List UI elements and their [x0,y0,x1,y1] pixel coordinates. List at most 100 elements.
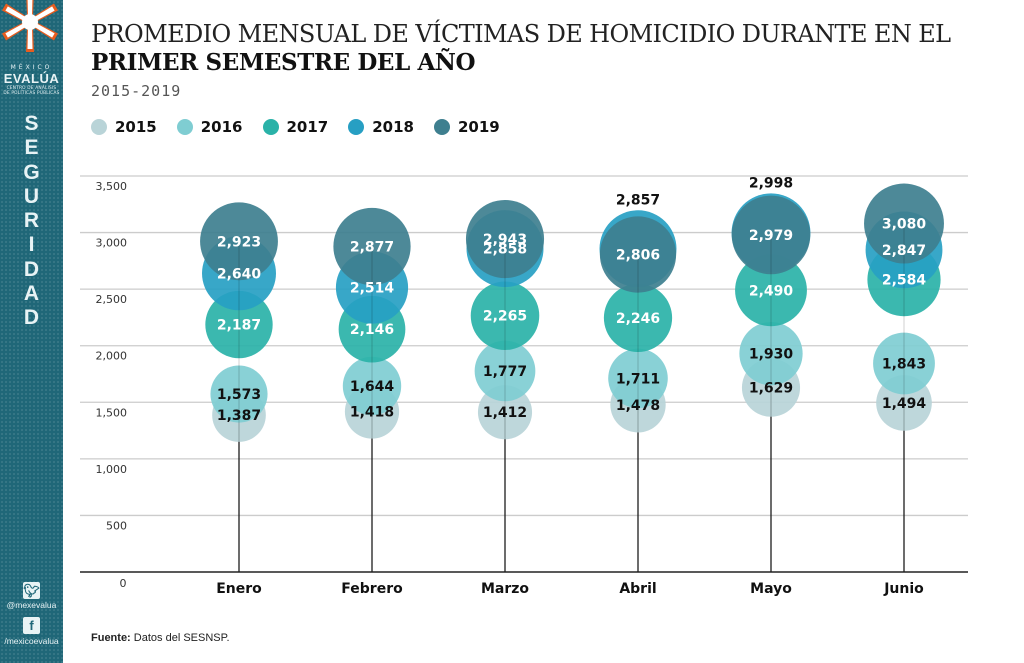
data-label: 2,877 [350,239,394,255]
legend-swatch [434,119,450,135]
y-tick-label: 1,500 [96,406,128,419]
logo-subtitle: CENTRO DE ANÁLISIS DE POLÍTICAS PÚBLICAS [0,86,63,96]
y-tick-label: 2,000 [96,350,128,363]
data-label: 2,490 [749,283,794,299]
bubble-2017-marzo [470,281,540,350]
chart-subtitle: 2015-2019 [91,82,182,100]
logo-evalua: EVALÚA [3,71,60,86]
y-tick-label: 3,000 [96,237,128,250]
source-label: Fuente: [91,632,131,644]
y-tick-label: 1,000 [96,463,128,476]
data-label: 1,930 [749,347,794,363]
y-tick-label: 500 [106,519,127,532]
data-label: 2,858 [483,242,527,258]
bubble-2019-junio [864,183,944,264]
sidebar: MÉXICO EVALÚA CENTRO DE ANÁLISIS DE POLÍ… [0,0,63,663]
legend-swatch [348,119,365,135]
bubble-2016-abril [608,348,668,409]
section-letter: S [24,112,39,135]
section-letter: R [23,209,40,233]
x-tick-label: Febrero [341,581,403,597]
facebook-handle[interactable]: /mexicoevalua [4,636,59,646]
x-tick-label: Mayo [750,581,792,597]
logo-subtitle-line1: CENTRO DE ANÁLISIS [6,86,57,91]
legend-item-2018: 2018 [348,118,414,136]
data-label: 2,246 [616,311,660,327]
x-tick-label: Junio [883,581,924,597]
x-tick-label: Enero [216,581,262,597]
data-label: 1,711 [616,371,660,387]
data-label: 2,640 [217,266,262,282]
bubble-2017-abril [603,283,673,353]
bubble-2015-marzo [477,385,533,440]
x-tick-label: Abril [619,581,656,597]
y-tick-label: 2,500 [96,293,128,306]
data-label: 2,265 [483,309,527,325]
data-label: 2,998 [749,175,793,191]
legend-label: 2016 [200,118,243,136]
data-label: 2,187 [217,318,261,334]
twitter-icon[interactable]: 🐦︎ [23,582,40,599]
bubble-2019-enero [200,202,278,281]
section-letter: U [23,184,40,208]
data-label: 1,573 [217,387,261,403]
legend-item-2019: 2019 [434,118,500,136]
mexico-evalua-star-logo-icon [2,0,58,52]
bubble-2016-marzo [474,340,536,402]
data-label: 2,857 [616,192,660,208]
bubble-2016-junio [873,332,935,395]
chart-title-line2: PRIMER SEMESTRE DEL AÑO [91,49,476,76]
legend-label: 2015 [115,118,157,136]
section-letter: D [23,257,40,281]
bubble-2017-mayo [735,254,807,327]
bubble-2019-febrero [333,207,411,286]
facebook-icon[interactable]: f [23,617,40,634]
data-label: 2,146 [350,322,394,338]
legend-swatch [262,119,279,135]
legend-item-2015: 2015 [91,118,157,136]
data-label: 1,387 [217,408,261,424]
data-label: 1,644 [350,379,395,395]
legend-label: 2019 [458,118,500,136]
data-label: 1,629 [749,381,793,397]
section-letter: A [23,282,40,306]
source-text: Datos del SESNSP. [133,632,230,644]
bubble-2019-marzo [465,199,545,279]
data-label: 2,584 [882,273,927,289]
bubble-2016-enero [210,365,268,423]
bubble-2017-enero [205,290,273,359]
section-letter: I [28,233,35,257]
data-label: 1,843 [882,356,926,372]
data-label: 2,923 [217,234,261,250]
y-tick-label: 3,500 [96,180,128,193]
data-label: 1,418 [350,405,394,421]
bubble-2016-mayo [739,322,803,386]
data-label: 2,979 [749,228,793,244]
data-label: 2,847 [882,243,926,259]
legend-item-2016: 2016 [176,118,243,136]
bubble-2019-abril [599,216,677,293]
section-letter: D [23,306,40,330]
y-tick-label: 0 [120,577,127,590]
data-label: 1,478 [616,398,660,414]
section-title-seguridad: S E G U R I D A D [0,112,63,331]
legend-item-2017: 2017 [262,118,329,136]
data-label: 3,080 [882,217,927,233]
data-label: 1,777 [483,364,527,380]
data-label: 2,514 [350,281,395,297]
twitter-handle[interactable]: @mexevalua [6,600,57,610]
source-note: Fuente: Datos del SESNSP. [91,632,230,644]
section-letter: E [24,136,39,160]
legend-label: 2018 [372,118,414,136]
legend-swatch [176,119,193,135]
legend: 2015 2016 2017 2018 2019 [91,118,520,136]
data-label: 1,412 [483,405,527,421]
bubble-2016-febrero [342,356,402,416]
logo-mexico: MÉXICO [10,64,53,71]
chart-title-line1: PROMEDIO MENSUAL DE VÍCTIMAS DE HOMICIDI… [91,20,951,48]
legend-swatch [91,119,107,135]
legend-label: 2017 [286,118,329,136]
data-label: 2,806 [616,248,660,264]
bubble-2019-mayo [731,195,811,275]
